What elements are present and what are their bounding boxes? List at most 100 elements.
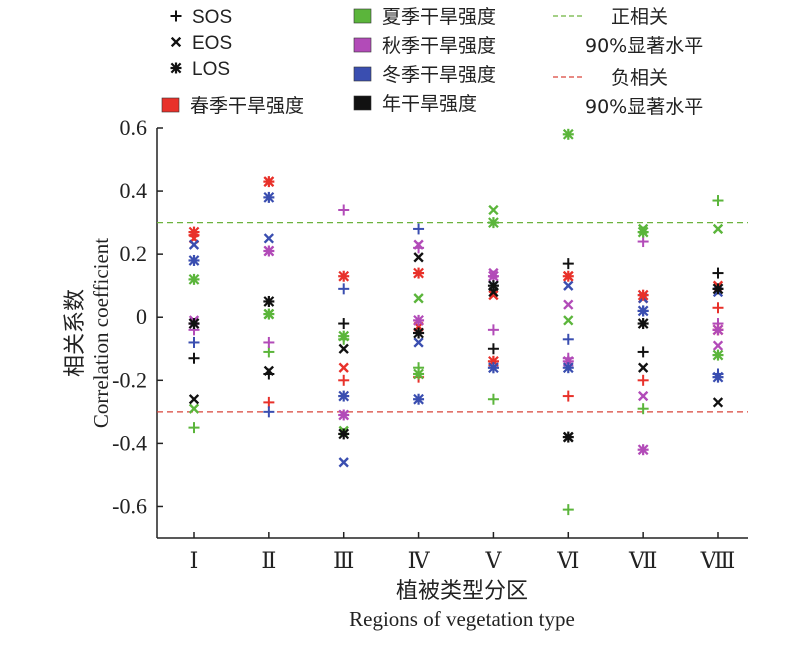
data-point-star-annual xyxy=(338,428,350,440)
data-point-plus-winter xyxy=(338,283,350,295)
axes xyxy=(156,128,748,539)
data-point-plus-spring xyxy=(712,302,724,314)
data-point-star-autumn xyxy=(712,324,724,336)
data-point-x-annual xyxy=(188,394,200,405)
data-point-x-winter xyxy=(338,457,349,468)
data-point-star-autumn xyxy=(413,314,425,326)
data-point-star-summer xyxy=(263,308,275,320)
data-point-star-autumn xyxy=(637,444,649,456)
data-point-star-winter xyxy=(637,305,649,317)
x-tick-label: Ⅵ xyxy=(556,548,579,573)
data-point-star-winter xyxy=(263,191,275,203)
data-point-star-autumn xyxy=(338,409,350,421)
legend-label: 90%显著水平 xyxy=(585,35,703,57)
data-point-x-spring xyxy=(488,290,499,301)
data-point-star-summer xyxy=(487,217,499,229)
data-point-x-summer xyxy=(188,403,200,414)
data-point-plus-annual xyxy=(338,318,350,330)
legend-label: 90%显著水平 xyxy=(585,96,703,118)
data-point-plus-spring xyxy=(637,374,649,386)
legend-label: 冬季干旱强度 xyxy=(382,64,496,86)
x-tick-label: Ⅱ xyxy=(261,548,276,573)
data-point-x-summer xyxy=(563,315,574,326)
data-point-star-annual xyxy=(188,318,200,330)
data-points xyxy=(188,128,724,516)
y-tick-label: 0.6 xyxy=(120,115,148,140)
x-axis-label-en: Regions of vegetation type xyxy=(349,607,575,631)
y-tick-label: 0.2 xyxy=(120,241,148,266)
data-point-plus-summer xyxy=(562,504,574,516)
data-point-star-annual xyxy=(562,431,574,443)
data-point-x-autumn xyxy=(563,299,574,310)
data-point-star-annual xyxy=(637,318,649,330)
data-point-plus-winter xyxy=(413,223,425,235)
data-point-star-summer xyxy=(413,368,425,380)
y-tick-label: -0.6 xyxy=(112,493,147,518)
y-tick-label: 0.4 xyxy=(120,178,148,203)
data-point-plus-autumn xyxy=(487,324,499,336)
data-point-x-summer xyxy=(712,223,724,235)
data-point-plus-annual xyxy=(637,346,649,358)
data-point-star-winter xyxy=(562,362,574,374)
data-point-plus-annual xyxy=(487,343,499,355)
legend-label: LOS xyxy=(192,59,230,80)
legend-label: EOS xyxy=(192,33,232,54)
data-point-x-annual xyxy=(338,343,349,354)
data-point-star-winter xyxy=(338,390,350,402)
legend-swatch-summer xyxy=(353,8,372,24)
legend-swatch-annual xyxy=(353,95,372,111)
data-point-star-winter xyxy=(188,254,200,266)
x-tick-label: Ⅴ xyxy=(484,548,502,573)
x-tick-label: Ⅳ xyxy=(408,548,431,573)
data-point-star-spring xyxy=(637,289,649,301)
data-point-x-summer xyxy=(413,293,424,304)
data-point-plus-annual xyxy=(712,267,724,279)
legend-swatch-winter xyxy=(353,66,372,82)
y-tick-label: -0.4 xyxy=(112,430,147,455)
data-point-x-autumn xyxy=(637,390,649,402)
legend-label: 夏季干旱强度 xyxy=(382,6,496,28)
reference-lines xyxy=(157,221,748,413)
data-point-plus-spring xyxy=(338,374,350,386)
data-point-star-summer xyxy=(712,349,724,361)
data-point-plus-autumn xyxy=(338,204,350,216)
legend-label: 春季干旱强度 xyxy=(190,95,304,117)
data-point-x-winter xyxy=(563,280,574,291)
data-point-plus-autumn xyxy=(637,236,649,248)
x-tick-label: Ⅶ xyxy=(628,548,657,573)
x-tick-label: Ⅷ xyxy=(700,548,736,573)
data-point-plus-spring xyxy=(263,396,275,408)
legend-label: 年干旱强度 xyxy=(382,93,477,115)
data-point-x-spring xyxy=(338,362,349,373)
legend-marker-sos xyxy=(170,10,182,22)
legend-swatch-spring xyxy=(161,97,180,113)
x-axis-label-cn: 植被类型分区 xyxy=(396,579,528,604)
legend-label: 秋季干旱强度 xyxy=(382,35,496,57)
data-point-plus-winter xyxy=(562,333,574,345)
data-point-x-winter xyxy=(263,233,275,244)
legend-marker-los xyxy=(170,62,182,74)
data-point-star-annual xyxy=(263,295,275,307)
data-point-star-annual xyxy=(413,327,425,339)
data-point-star-spring xyxy=(338,270,350,282)
data-point-star-spring xyxy=(263,176,275,188)
data-point-x-autumn xyxy=(712,340,724,351)
data-point-x-summer xyxy=(488,204,499,216)
data-point-x-annual xyxy=(637,362,649,373)
data-point-plus-summer xyxy=(637,403,649,415)
data-point-star-winter xyxy=(712,371,724,383)
x-tick-label: Ⅲ xyxy=(333,548,354,573)
data-point-star-spring xyxy=(188,226,200,238)
data-point-star-summer xyxy=(338,330,350,342)
data-point-plus-autumn xyxy=(263,336,275,348)
data-point-star-annual xyxy=(487,280,499,292)
data-point-x-annual xyxy=(413,252,424,263)
data-point-plus-summer xyxy=(263,346,275,358)
legend-label: 负相关 xyxy=(611,67,668,89)
y-tick-label: 0 xyxy=(136,304,147,329)
data-point-star-summer xyxy=(637,226,649,238)
x-ticks: Ⅰ Ⅱ Ⅲ Ⅳ Ⅴ Ⅵ Ⅶ Ⅷ xyxy=(190,532,736,573)
data-point-star-winter xyxy=(487,362,499,374)
